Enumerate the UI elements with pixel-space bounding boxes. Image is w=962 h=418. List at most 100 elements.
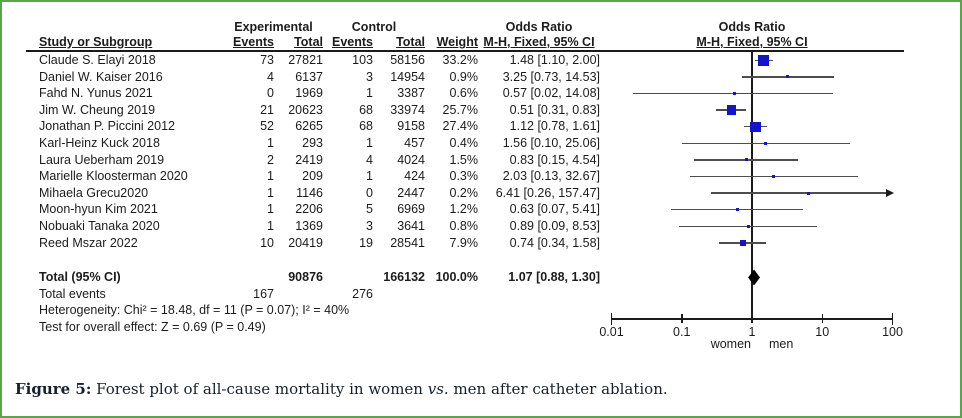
blank [323,269,373,286]
plot-cell [600,235,960,252]
favours-women-label: women [710,337,751,351]
plot-cell [600,185,960,202]
figure-caption-body: Forest plot of all-cause mortality in wo… [91,380,428,398]
exp-events: 1 [267,169,274,184]
ctrl-total: 58156 [390,53,425,67]
exp-total: 293 [302,135,323,150]
or-ci-text: 1.56 [0.10, 25.06] [502,135,600,150]
study-name: Claude S. Elayi 2018 [39,53,156,67]
weight: 0.8% [449,218,479,233]
total-label: Total (95% CI) [39,270,121,285]
or-ci-text: 0.51 [0.31, 0.83] [509,102,600,117]
or-ci-text: 1.12 [0.78, 1.61] [509,119,600,134]
table-header-group-row: Experimental Control Odds Ratio [26,20,904,35]
plot-cell [600,52,960,69]
exp-events: 4 [267,69,274,84]
ctrl-events: 4 [366,152,373,167]
ctrl-total: 4024 [397,152,425,167]
figure-caption: Figure 5: Forest plot of all-cause morta… [15,380,945,398]
blank [274,286,323,303]
exp-total: 20623 [288,102,323,117]
exp-events: 1 [267,135,274,150]
study-name: Daniel W. Kaiser 2016 [39,69,163,84]
forest-plot-canvas: Experimental Control Odds Ratio Study or… [26,20,960,360]
experimental-group-header: Experimental [234,20,313,34]
total-ctrl: 166132 [383,270,425,285]
or-ci-text: 3.25 [0.73, 14.53] [502,69,600,84]
plot-cell [600,69,960,86]
total-or-ci-text: 1.07 [0.88, 1.30] [508,270,600,285]
weight: 0.2% [449,185,479,200]
total-row: Total (95% CI) 90876 166132 100.0% 1.07 … [26,269,960,286]
exp-events: 52 [260,119,274,134]
plot-cell [600,218,960,235]
ctrl-events: 3 [366,218,373,233]
blank [425,286,478,303]
plot-cell [600,135,960,152]
ctrl-events: 1 [366,169,373,184]
study-name: Mihaela Grecu2020 [39,185,149,200]
study-name: Moon-hyun Kim 2021 [39,202,158,217]
total-events-label: Total events [39,286,106,301]
ctrl-events: 1 [366,135,373,150]
ctrl-events: 68 [359,119,373,134]
exp-events: 2 [267,152,274,167]
study-name: Jonathan P. Piccini 2012 [39,119,175,134]
or-ci-text: 6.41 [0.26, 157.47] [495,185,600,200]
total-events-exp: 167 [253,286,274,301]
weight: 0.4% [449,135,479,150]
exp-events: 1 [267,218,274,233]
plot-cell [600,319,960,336]
total-events-ctrl: 276 [352,286,373,301]
ctrl-total: 14954 [390,69,425,84]
ctrl-events-column-header: Events [332,35,373,49]
overall-effect-row: Test for overall effect: Z = 0.69 (P = 0… [26,319,960,336]
plot-cell [600,201,960,218]
exp-total: 6265 [295,119,323,134]
ctrl-total: 3641 [397,218,425,233]
ctrl-events: 1 [366,86,373,101]
table-header-column-row: Study or Subgroup Events Total Events To… [26,35,904,50]
or-ci-text: 1.48 [1.10, 2.00] [509,53,600,67]
weight: 27.4% [442,119,478,134]
ctrl-total: 28541 [390,235,425,250]
or-ci-text: 0.74 [0.34, 1.58] [509,235,600,250]
figure-caption-tail: men after catheter ablation. [448,380,668,398]
study-column-header: Study or Subgroup [39,35,153,49]
total-weight: 100.0% [435,270,478,285]
blank [478,286,600,303]
study-row: Nobuaki Tanaka 2020 1 1369 3 3641 0.8% 0.89 [0… [26,218,960,235]
exp-total: 6137 [295,69,323,84]
study-row: Fahd N. Yunus 2021 0 1969 1 3387 0.6% 0.57 [0.… [26,85,960,102]
weight: 33.2% [442,53,478,67]
heterogeneity-text: Heterogeneity: Chi² = 18.48, df = 11 (P … [39,303,350,318]
total-exp: 90876 [288,270,323,285]
weight: 1.5% [449,152,479,167]
study-row: Karl-Heinz Kuck 2018 1 293 1 457 0.4% 1.56 [0.… [26,135,960,152]
exp-events: 1 [267,185,274,200]
figure-caption-label: Figure 5: [15,380,92,398]
weight: 0.6% [449,86,479,101]
plot-cell [600,168,960,185]
exp-total: 1146 [296,185,323,200]
or-ci-text: 0.83 [0.15, 4.54] [509,152,600,167]
study-name: Marielle Kloosterman 2020 [39,169,188,184]
plot-cell [600,152,960,169]
or-ci-text: 0.63 [0.07, 5.41] [509,202,600,217]
blank [373,286,425,303]
weight-column-header: Weight [436,35,478,49]
ctrl-total: 6969 [397,202,425,217]
plot-cell [600,102,960,119]
ctrl-events: 19 [359,235,373,250]
header-spacer [26,20,224,35]
ctrl-total: 3387 [397,86,425,101]
ctrl-total: 457 [404,135,425,150]
odds-ratio-header-line2: M-H, Fixed, 95% CI [483,35,595,49]
exp-events: 21 [260,102,274,117]
weight: 7.9% [449,235,479,250]
ctrl-events: 0 [366,185,373,200]
weight: 0.3% [449,169,479,184]
exp-total: 209 [302,169,323,184]
plot-cell [600,269,960,286]
figure-caption-italic: vs. [427,380,449,398]
